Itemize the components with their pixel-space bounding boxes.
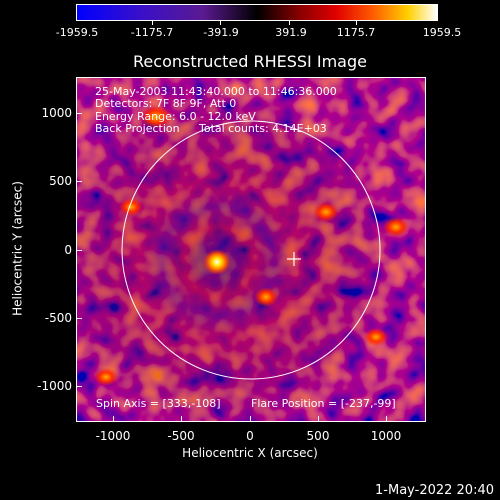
- colorbar-tick-label: 391.9: [275, 26, 307, 39]
- y-axis-title: Heliocentric Y (arcsec): [10, 181, 25, 316]
- x-tick-label: 500: [306, 429, 330, 443]
- y-tick-label: 0: [64, 243, 72, 257]
- colorbar-tick-label: -391.9: [203, 26, 239, 39]
- colorbar-tick-label: -1175.7: [130, 26, 174, 39]
- y-tick-label: 500: [49, 174, 72, 188]
- spin-axis-marker: [287, 252, 301, 266]
- colorbar: [76, 4, 438, 21]
- rhessi-image: [76, 77, 426, 422]
- x-tick-label: -500: [167, 429, 195, 443]
- method-text: Back Projection: [95, 122, 180, 135]
- detectors-text: Detectors: 7F 8F 9F, Att 0: [95, 97, 237, 110]
- x-tick-label: 0: [246, 429, 254, 443]
- y-tick-label: 1000: [41, 106, 72, 120]
- x-tick-label: 1000: [370, 429, 402, 443]
- plot-title: Reconstructed RHESSI Image: [133, 52, 367, 71]
- x-axis-title: Heliocentric X (arcsec): [182, 446, 318, 460]
- energy-range-text: Energy Range: 6.0 - 12.0 keV: [95, 110, 256, 123]
- flare-position-text: Flare Position = [-237,-99]: [251, 397, 396, 410]
- spin-axis-text: Spin Axis = [333,-108]: [96, 397, 221, 410]
- timestamp: 1-May-2022 20:40: [375, 483, 494, 498]
- time-range-text: 25-May-2003 11:43:40.000 to 11:46:36.000: [95, 85, 337, 98]
- solar-limb-circle: [121, 120, 381, 380]
- y-tick-label: -500: [44, 311, 72, 325]
- colorbar-tick-label: 1175.7: [336, 26, 376, 39]
- y-tick-label: -1000: [37, 379, 72, 393]
- colorbar-tick-label: -1959.5: [55, 26, 99, 39]
- colorbar-tick-label: 1959.5: [422, 26, 462, 39]
- total-counts-text: Total counts: 4.14E+03: [199, 122, 327, 135]
- x-tick-label: -1000: [95, 429, 131, 443]
